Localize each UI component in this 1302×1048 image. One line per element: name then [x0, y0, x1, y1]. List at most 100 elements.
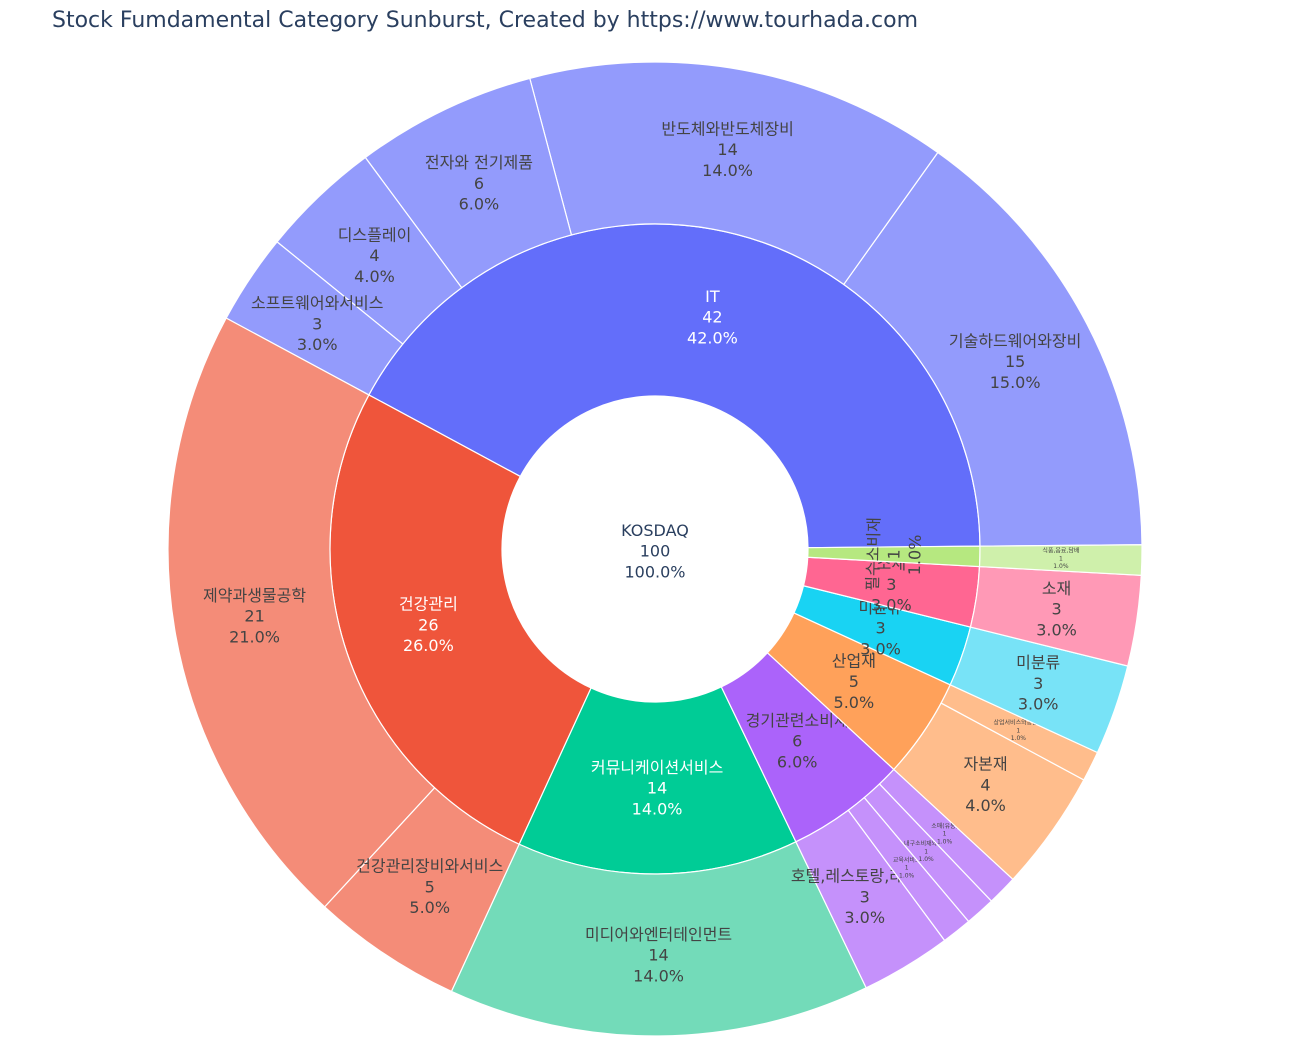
sector-0-child-0-label-value: 15: [1005, 352, 1025, 371]
sector-3-label-label: 경기관련소비재: [746, 711, 849, 730]
sector-4-child-1-label-percent: 1.0%: [1011, 735, 1027, 742]
sector-1-child-0-label-percent: 21.0%: [229, 627, 280, 646]
sector-7-child-0-wedge: [978, 544, 1143, 576]
sector-3-label-value: 6: [792, 732, 802, 751]
sector-5-child-0-label: 미분류 3 3.0%: [1016, 653, 1060, 714]
sector-0-child-2-label-percent: 6.0%: [459, 195, 500, 214]
sector-5-child-0-label-percent: 3.0%: [1018, 695, 1059, 714]
sector-3-child-1-label-percent: 1.0%: [899, 873, 915, 880]
sector-3-child-2-label-percent: 1.0%: [919, 856, 935, 863]
sector-6-label-value: 3: [886, 575, 896, 594]
sector-1-child-1-label-value: 5: [425, 877, 435, 896]
sector-1-label-percent: 26.0%: [403, 636, 454, 655]
sector-7-label: 필수소비재 1 1.0%: [863, 517, 925, 591]
sector-7-child-0-label-label: 식품,음료,담배: [1042, 547, 1079, 555]
sector-1-label-label: 건강관리: [399, 595, 458, 614]
sector-7-label-value: 1: [884, 549, 903, 560]
sector-0-child-3-label-value: 4: [369, 246, 379, 265]
sector-4-label-label: 산업재: [832, 651, 876, 670]
sector-4-label-percent: 5.0%: [834, 693, 875, 712]
sector-5-child-0-label-value: 3: [1033, 674, 1043, 693]
sector-2-child-0-label-value: 14: [648, 946, 668, 965]
sector-0-child-2-label-label: 전자와 전기제품: [425, 153, 533, 172]
sector-4-child-1-label-label: 상업서비스와공급품: [993, 718, 1043, 726]
sector-4-child-0-label-label: 자본재: [963, 755, 1007, 774]
sector-7-child-0-label-percent: 1.0%: [1053, 563, 1069, 570]
sector-2-label-label: 커뮤니케이션서비스: [591, 758, 723, 777]
sector-1-label-value: 26: [418, 615, 438, 634]
sector-3-child-2-label-value: 1: [924, 848, 928, 855]
sector-1-child-0-wedge: [167, 317, 436, 908]
sector-3-child-0-label-percent: 3.0%: [844, 908, 885, 927]
root-label-value: 100: [640, 542, 671, 561]
sector-2-label-value: 14: [647, 779, 667, 798]
sector-0-child-4-label-label: 소프트웨어와서비스: [251, 294, 383, 313]
sector-0-child-0-label-percent: 15.0%: [990, 373, 1041, 392]
sector-0-child-1-label-percent: 14.0%: [702, 161, 753, 180]
sector-3-child-3-label-label: 소매(유통): [931, 822, 958, 830]
sector-1-child-1-label-label: 건강관리장비와서비스: [356, 857, 503, 876]
sector-6-child-0-label-label: 소재: [1042, 579, 1071, 598]
sector-0-child-2-label-value: 6: [474, 174, 484, 193]
sector-3-child-3-label-percent: 1.0%: [937, 838, 953, 845]
sector-0-child-1-label-value: 14: [717, 140, 737, 159]
sector-0-child-4-label-value: 3: [312, 314, 322, 333]
sector-0-child-1-label: 반도체와반도체장비 14 14.0%: [661, 119, 793, 180]
sector-3-child-3-label-value: 1: [943, 831, 947, 838]
sector-1-child-0-label-label: 제약과생물공학: [203, 586, 306, 605]
sector-7-label-label: 필수소비재: [863, 517, 884, 591]
sector-0-child-3-label: 디스플레이 4 4.0%: [338, 225, 412, 286]
sector-3-label: 경기관련소비재 6 6.0%: [746, 711, 849, 772]
sector-3-child-1-label-label: 교육서비스: [893, 856, 921, 864]
sector-0-label-percent: 42.0%: [687, 328, 738, 347]
root-label-percent: 100.0%: [624, 562, 685, 581]
sector-6-label-percent: 3.0%: [871, 596, 912, 615]
sector-2-child-0-label-percent: 14.0%: [633, 966, 684, 985]
sector-0-child-0-label: 기술하드웨어와장비 15 15.0%: [949, 331, 1081, 392]
sector-0-child-3-label-label: 디스플레이: [338, 225, 412, 244]
sector-0-child-4-label-percent: 3.0%: [297, 335, 338, 354]
sector-1-child-0-label-value: 21: [244, 607, 264, 626]
sector-0-child-1-label-label: 반도체와반도체장비: [661, 119, 793, 138]
sector-0-label-label: IT: [705, 287, 720, 306]
root-label-label: KOSDAQ: [621, 521, 689, 540]
sector-3-child-2-label-label: 내구소비재와의류: [904, 839, 949, 847]
sector-4-child-0-label-value: 4: [980, 775, 990, 794]
sector-1-child-1-label-percent: 5.0%: [409, 898, 450, 917]
sector-6-child-0-label-percent: 3.0%: [1036, 620, 1077, 639]
sector-3-child-0-label-value: 3: [860, 887, 870, 906]
sector-4-child-1-label-value: 1: [1016, 727, 1020, 734]
sector-5-label-percent: 3.0%: [860, 639, 901, 658]
sector-3-child-3-label: 소매(유통)11.0%: [931, 822, 958, 846]
sector-3-child-1-label-value: 1: [905, 865, 909, 872]
sector-0-child-0-label-label: 기술하드웨어와장비: [949, 331, 1081, 350]
sector-6-child-0-label-value: 3: [1051, 600, 1061, 619]
sector-4-child-0-label-percent: 4.0%: [965, 796, 1006, 815]
sector-6-child-0-label: 소재 33.0%: [1036, 579, 1077, 640]
sector-7-child-0-label-value: 1: [1059, 555, 1063, 562]
sector-0-label-value: 42: [702, 308, 722, 327]
sector-3-label-percent: 6.0%: [777, 753, 818, 772]
chart-title: Stock Fumdamental Category Sunburst, Cre…: [52, 8, 919, 33]
sector-5-child-0-label-label: 미분류: [1016, 653, 1060, 672]
sector-5-label-value: 3: [875, 619, 885, 638]
sector-4-label: 산업재 5 5.0%: [832, 651, 876, 712]
sector-2-label-percent: 14.0%: [632, 799, 683, 818]
sector-7-label-percent: 1.0%: [905, 534, 925, 575]
sector-4-label-value: 5: [849, 672, 859, 691]
sector-0-child-2-label: 전자와 전기제품 6 6.0%: [425, 153, 533, 214]
sector-0-child-3-label-percent: 4.0%: [354, 267, 395, 286]
